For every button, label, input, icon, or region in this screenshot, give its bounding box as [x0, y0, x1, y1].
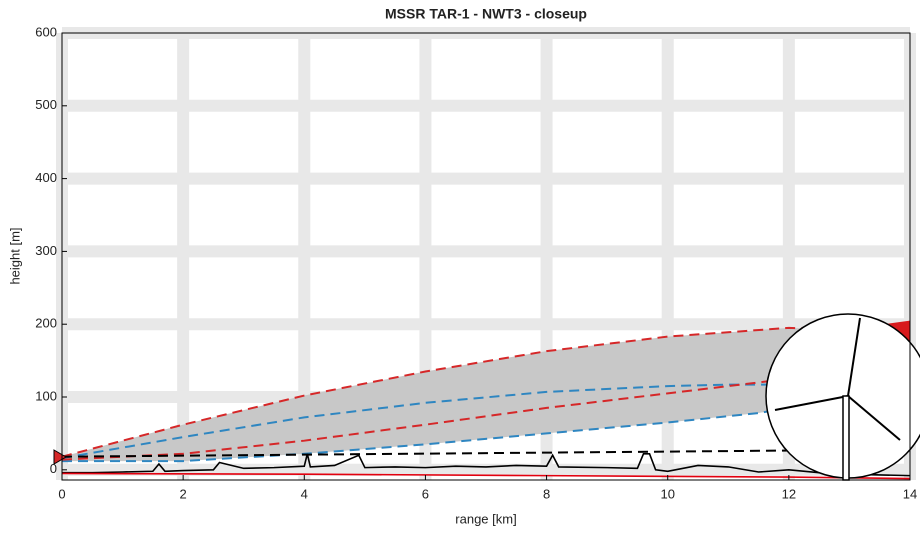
x-tick-label: 4 [301, 486, 308, 501]
x-tick-label: 14 [903, 486, 917, 501]
line-series [61, 326, 826, 458]
line-series [61, 383, 789, 460]
x-tick-label: 10 [660, 486, 674, 501]
y-tick-label: 600 [35, 24, 57, 39]
x-tick-label: 12 [782, 486, 796, 501]
ticks: 0 2 4 6 8 10 12 14 0 100 200 300 400 500 600 [35, 24, 917, 501]
radar-marker [53, 449, 67, 465]
x-tick-label: 0 [58, 486, 65, 501]
y-tick-label: 300 [35, 243, 57, 258]
y-axis-label: height [m] [7, 227, 22, 284]
region [62, 327, 826, 462]
x-tick-label: 2 [180, 486, 187, 501]
y-tick-label: 400 [35, 170, 57, 185]
y-tick-label: 100 [35, 388, 57, 403]
x-tick-label: 6 [422, 486, 429, 501]
line-series [62, 406, 790, 463]
y-tick-label: 0 [50, 461, 57, 476]
line-series [61, 449, 838, 458]
y-tick-label: 500 [35, 97, 57, 112]
x-tick-label: 8 [543, 486, 550, 501]
axes-frame [61, 32, 911, 481]
line-series [62, 452, 911, 477]
turbine [765, 313, 920, 481]
y-tick-label: 200 [35, 316, 57, 331]
x-axis-label: range [km] [455, 511, 516, 526]
chart-title: MSSR TAR-1 - NWT3 - closeup [385, 6, 587, 22]
